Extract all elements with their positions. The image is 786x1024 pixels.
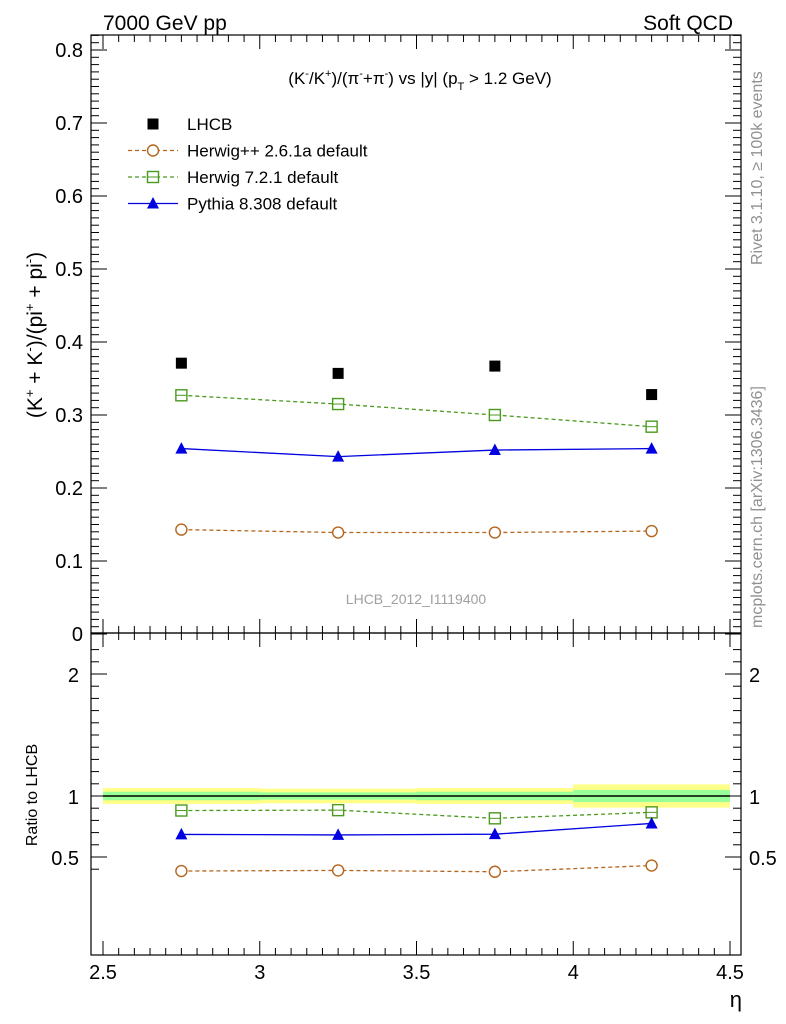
process-label: Soft QCD: [643, 12, 733, 35]
ratio-series: [175, 803, 658, 878]
x-tick-label: 4: [568, 962, 579, 984]
ratio-y-tick-label: 2: [68, 665, 79, 687]
x-tick-label: 2.5: [89, 962, 117, 984]
point-pythia-3: [645, 816, 658, 829]
ratio-y-tick-label-right: 0.5: [749, 848, 777, 870]
series-line-herwig_new: [181, 809, 652, 819]
x-tick-label: 3: [254, 962, 265, 984]
point-herwig_old-2: [488, 865, 502, 878]
rivet-label: Rivet 3.1.10, ≥ 100k events: [749, 71, 766, 265]
series-line-herwig_old: [181, 528, 652, 534]
point-herwig_old-3: [645, 859, 658, 872]
axis-ticks: 2.5 3 3.5 4 4.5 0 0.1 0.2 0.3 0.4 0.5 0.6 0.7 0.8 0.5 0…: [51, 34, 777, 984]
y-tick-label: 0.8: [55, 40, 83, 62]
mcplots-label: mcplots.cern.ch [arXiv:1306.3436]: [749, 386, 766, 628]
main-ylabel: (K+ + K-)/(pi+ + pi-): [22, 252, 47, 418]
energy-label: 7000 GeV pp: [103, 12, 227, 35]
point-pythia-0: [175, 827, 188, 840]
legend-marker-pythia: [147, 197, 159, 209]
series-line-herwig_old: [181, 864, 652, 873]
point-herwig_old-1: [331, 864, 345, 877]
series-line-pythia: [181, 447, 652, 458]
point-pythia-2: [488, 827, 501, 840]
legend-label-pythia: Pythia 8.308 default: [187, 195, 338, 214]
point-herwig_old-0: [175, 864, 188, 878]
legend-label-herwig_new: Herwig 7.2.1 default: [187, 168, 338, 187]
y-tick-label: 0.6: [55, 186, 83, 208]
legend-label-data: LHCB: [187, 115, 232, 134]
main-title: (K-/K+)/(π-+π-) vs |y| (pT > 1.2 GeV): [288, 68, 551, 93]
y-tick-label: 0.2: [55, 478, 83, 500]
analysis-watermark: LHCB_2012_I1119400: [346, 591, 487, 607]
series-line-herwig_new: [181, 394, 652, 428]
legend: LHCB Herwig++ 2.6.1a default Herwig 7.2.1 …: [128, 115, 368, 214]
point-herwig_old-2: [488, 526, 502, 539]
ratio-y-tick-label: 1: [68, 787, 79, 809]
ratio-ylabel: Ratio to LHCB: [24, 744, 41, 846]
ratio-y-tick-label-right: 1: [749, 787, 760, 809]
ratio-y-tick-label-right: 2: [749, 665, 760, 687]
y-tick-label: 0.3: [55, 405, 83, 427]
point-data-1: [332, 367, 344, 379]
y-tick-label: 0.7: [55, 113, 83, 135]
y-tick-label: 0.1: [55, 551, 83, 573]
point-herwig_old-0: [175, 523, 188, 536]
point-herwig_old-1: [331, 526, 345, 539]
x-tick-label: 3.5: [403, 962, 431, 984]
legend-marker-data: [147, 118, 159, 130]
point-data-2: [489, 360, 501, 372]
point-data-0: [175, 357, 187, 369]
legend-label-herwig_old: Herwig++ 2.6.1a default: [187, 142, 368, 161]
x-tick-label: 4.5: [716, 962, 744, 984]
y-tick-label: 0.5: [55, 259, 83, 281]
point-herwig_old-3: [645, 524, 658, 538]
point-pythia-3: [645, 442, 658, 454]
point-data-3: [646, 389, 658, 401]
x-axis-label: η: [730, 987, 742, 1012]
point-pythia-1: [332, 450, 345, 462]
legend-marker-herwig_old: [146, 144, 160, 157]
series-line-pythia: [181, 822, 652, 836]
point-pythia-2: [488, 443, 501, 456]
y-tick-label: 0.4: [55, 332, 83, 354]
point-pythia-1: [332, 828, 345, 840]
point-pythia-0: [175, 442, 188, 454]
ratio-y-tick-label: 0.5: [51, 848, 79, 870]
ratio-uncertainty-bands: [103, 784, 730, 808]
main-series: [175, 357, 658, 539]
y-tick-label: 0: [72, 624, 83, 646]
